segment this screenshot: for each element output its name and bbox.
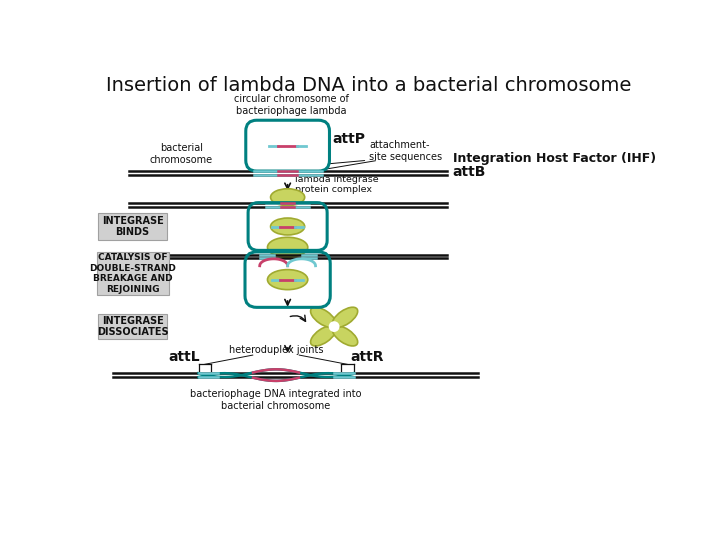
Text: bacterial
chromosome: bacterial chromosome xyxy=(150,143,213,165)
Text: bacteriophage DNA integrated into
bacterial chromosome: bacteriophage DNA integrated into bacter… xyxy=(190,389,361,410)
Text: attP: attP xyxy=(333,132,366,146)
FancyBboxPatch shape xyxy=(98,213,167,240)
Ellipse shape xyxy=(332,326,358,346)
Text: attB: attB xyxy=(453,165,486,179)
Text: attL: attL xyxy=(168,350,200,365)
Ellipse shape xyxy=(310,326,336,346)
Text: attachment-
site sequences: attachment- site sequences xyxy=(369,140,442,162)
Text: Integration Host Factor (IHF): Integration Host Factor (IHF) xyxy=(453,152,656,165)
Text: attR: attR xyxy=(351,350,384,365)
Text: lambda integrase
protein complex: lambda integrase protein complex xyxy=(295,175,379,194)
Text: INTEGRASE
BINDS: INTEGRASE BINDS xyxy=(102,215,163,237)
Text: CATALYSIS OF
DOUBLE-STRAND
BREAKAGE AND
REJOINING: CATALYSIS OF DOUBLE-STRAND BREAKAGE AND … xyxy=(89,253,176,294)
Ellipse shape xyxy=(271,189,305,206)
Text: Insertion of lambda DNA into a bacterial chromosome: Insertion of lambda DNA into a bacterial… xyxy=(107,76,631,94)
FancyBboxPatch shape xyxy=(96,252,168,295)
Ellipse shape xyxy=(267,237,307,257)
Text: circular chromosome of
bacteriophage lambda: circular chromosome of bacteriophage lam… xyxy=(234,94,349,116)
Ellipse shape xyxy=(310,307,336,327)
Ellipse shape xyxy=(329,321,340,332)
Ellipse shape xyxy=(267,269,307,289)
Text: heteroduplex joints: heteroduplex joints xyxy=(229,345,323,355)
Ellipse shape xyxy=(271,218,305,235)
Text: INTEGRASE
DISSOCIATES: INTEGRASE DISSOCIATES xyxy=(96,316,168,338)
FancyBboxPatch shape xyxy=(246,120,330,171)
Ellipse shape xyxy=(332,307,358,327)
FancyBboxPatch shape xyxy=(98,314,167,339)
